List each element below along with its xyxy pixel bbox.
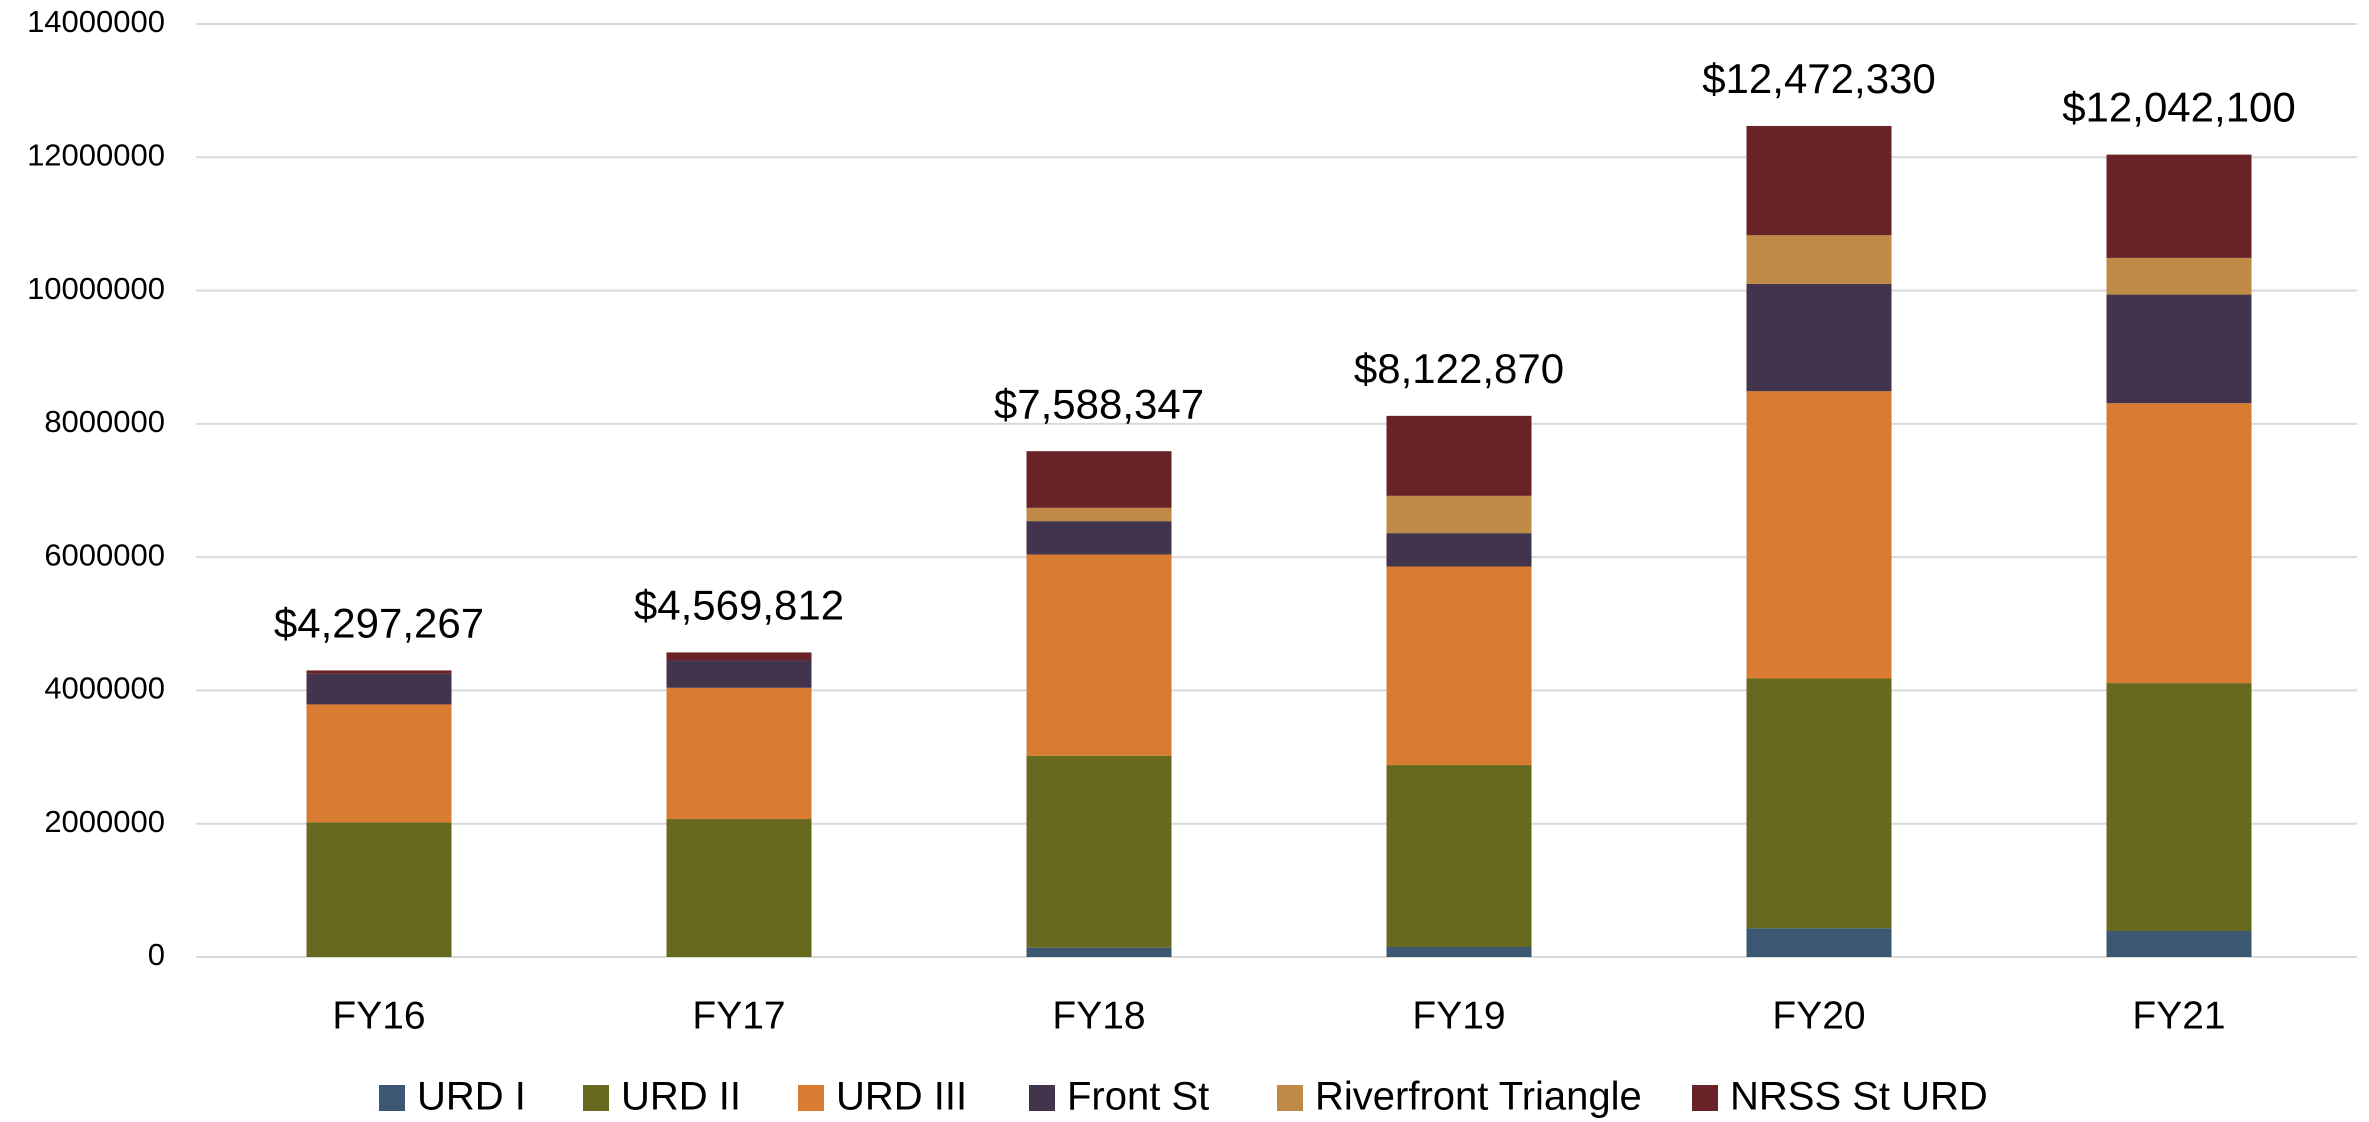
bar-segment — [1026, 507, 1172, 522]
y-tick-label: 4000000 — [44, 671, 165, 706]
bar-segment — [1386, 765, 1532, 948]
total-label: $12,472,330 — [1702, 55, 1936, 102]
bar-segment — [1026, 521, 1172, 555]
bar-segment — [1746, 678, 1892, 929]
y-tick-label: 0 — [148, 937, 165, 972]
legend-swatch — [798, 1085, 824, 1111]
bar-segment — [1386, 495, 1532, 534]
legend-label: NRSS St URD — [1730, 1075, 1988, 1119]
legend-swatch — [379, 1085, 405, 1111]
bar-segment — [1026, 947, 1172, 957]
y-tick-label: 6000000 — [44, 537, 165, 572]
bar-segment — [306, 704, 452, 823]
y-tick-label: 14000000 — [27, 4, 165, 39]
bar-segment — [1026, 451, 1172, 508]
bar-segment — [1386, 947, 1532, 957]
y-tick-label: 12000000 — [27, 137, 165, 172]
y-tick-label: 2000000 — [44, 804, 165, 839]
legend-swatch — [583, 1085, 609, 1111]
legend-swatch — [1029, 1085, 1055, 1111]
legend-label: URD III — [836, 1075, 967, 1119]
bar-segment — [666, 819, 812, 957]
legend-swatch — [1277, 1085, 1303, 1111]
total-label: $7,588,347 — [994, 380, 1204, 427]
legend-label: URD II — [621, 1075, 741, 1119]
legend-swatch — [1692, 1085, 1718, 1111]
bar-segment — [2106, 154, 2252, 258]
bar-segment — [2106, 403, 2252, 684]
bar-segment — [1746, 283, 1892, 392]
bar-segment — [2106, 257, 2252, 295]
bar-segment — [1386, 533, 1532, 567]
bar-segment — [2106, 294, 2252, 404]
x-tick-label: FY16 — [332, 994, 425, 1037]
x-tick-label: FY18 — [1052, 994, 1145, 1037]
bar-segment — [666, 652, 812, 661]
x-tick-label: FY20 — [1772, 994, 1865, 1037]
total-label: $8,122,870 — [1354, 345, 1564, 392]
x-tick-label: FY17 — [692, 994, 785, 1037]
y-tick-label: 8000000 — [44, 404, 165, 439]
x-tick-label: FY19 — [1412, 994, 1505, 1037]
legend-label: URD I — [417, 1075, 526, 1119]
y-tick-label: 10000000 — [27, 271, 165, 306]
bar-segment — [2106, 683, 2252, 932]
bar-segment — [306, 670, 452, 674]
bar-segment — [2106, 931, 2252, 957]
bar-segment — [1026, 554, 1172, 756]
bar-segment — [1746, 391, 1892, 679]
bar-segment — [666, 660, 812, 688]
bar-segment — [1746, 928, 1892, 957]
legend-label: Front St — [1067, 1075, 1209, 1119]
x-tick-label: FY21 — [2132, 994, 2225, 1037]
bar-segment — [666, 687, 812, 820]
legend-label: Riverfront Triangle — [1315, 1075, 1642, 1119]
total-label: $4,569,812 — [634, 582, 844, 629]
bar-segment — [306, 673, 452, 705]
total-label: $12,042,100 — [2062, 84, 2296, 131]
bar-segment — [1386, 566, 1532, 766]
bar-segment — [1746, 235, 1892, 284]
bar-segment — [1746, 125, 1892, 236]
total-label: $4,297,267 — [274, 600, 484, 647]
bar-segment — [1026, 755, 1172, 948]
bar-segment — [1386, 415, 1532, 496]
bar-segment — [306, 822, 452, 957]
